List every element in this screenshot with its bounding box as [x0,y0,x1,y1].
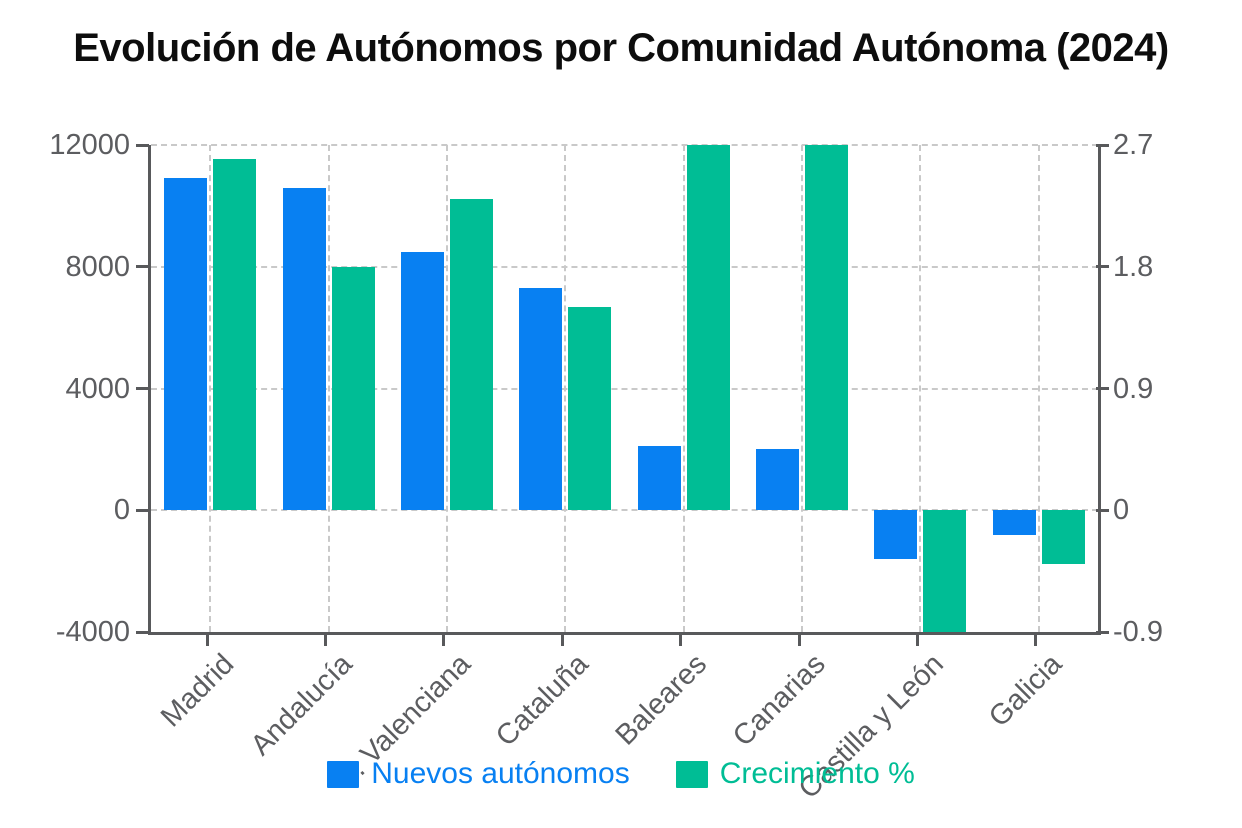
y-tick-mark-left [136,508,149,512]
legend-label: Crecimiento % [719,757,915,790]
x-tick-label: Cataluña [490,648,595,753]
bar-nuevos-castilla-y-le-n [874,510,918,559]
y-tick-label-left: 0 [113,494,130,527]
y-tick-mark-right [1096,508,1109,512]
y-tick-mark-left [136,387,149,390]
y-tick-label-right: 1.8 [1113,250,1154,283]
y-tick-mark-right [1096,387,1109,390]
x-tick-label: Baleares [609,648,714,752]
gridline-vertical [209,145,212,632]
bar-crecimiento-c-valenciana [449,199,493,511]
gridline-vertical [445,145,448,632]
x-tick-mark [205,635,209,646]
legend-item-nuevos-autonomos[interactable]: Nuevos autónomos [327,757,630,791]
bar-nuevos-baleares [637,446,681,511]
x-tick-mark [324,635,328,646]
y-tick-label-left: 8000 [65,250,130,283]
x-tick-mark [797,635,801,646]
x-tick-mark [442,635,446,646]
bar-crecimiento-andaluc-a [331,266,375,511]
y-tick-label-right: 0 [1113,494,1130,527]
y-tick-label-right: -0.9 [1113,616,1163,648]
bar-crecimiento-madrid [213,158,257,511]
gridline-vertical [801,145,804,632]
y-tick-label-right: 0.9 [1113,372,1154,405]
bar-crecimiento-canarias [805,145,849,511]
y-tick-label-right: 2.7 [1113,129,1154,161]
plot-area [148,144,1101,635]
bar-crecimiento-galicia [1041,510,1085,565]
bar-crecimiento-catalu-a [568,307,612,511]
gridline-horizontal [151,265,1098,268]
legend-label: Nuevos autónomos [371,757,630,790]
x-tick-label: Canarias [726,648,832,753]
y-tick-mark-right [1096,143,1109,147]
gridline-vertical [682,145,685,632]
x-tick-label: Madrid [154,648,240,734]
y-tick-mark-left [136,630,149,634]
y-tick-label-left: 12000 [49,129,130,161]
y-axis-right: 2.7 1.8 0.9 0 -0.9 [1113,129,1238,648]
x-tick-mark [1034,635,1038,646]
y-axis-left: 12000 8000 4000 0 -4000 [0,129,130,648]
x-tick-mark [560,635,564,646]
legend-swatch-crecimiento [675,760,708,788]
legend: Nuevos autónomos Crecimiento % [0,757,1242,791]
gridline-horizontal [151,144,1098,146]
bar-nuevos-galicia [992,510,1036,535]
legend-item-crecimiento[interactable]: Crecimiento % [675,757,915,791]
gridline-vertical [1037,145,1040,632]
y-tick-mark-left [136,265,149,269]
bar-nuevos-madrid [164,178,208,511]
legend-swatch-nuevos-autonomos [327,760,360,788]
gridline-horizontal [151,387,1098,390]
gridline-vertical [327,145,330,632]
chart-title: Evolución de Autónomos por Comunidad Aut… [73,26,1169,70]
x-tick-label: Galicia [983,648,1069,734]
x-tick-mark [915,635,919,646]
gridline-vertical [919,145,922,632]
bar-nuevos-andaluc-a [282,187,326,511]
x-tick-mark [679,635,683,646]
bar-nuevos-c-valenciana [400,251,444,511]
bar-crecimiento-castilla-y-le-n [923,510,967,632]
bar-nuevos-catalu-a [519,288,563,511]
bar-crecimiento-baleares [686,145,730,511]
bar-nuevos-canarias [756,449,800,511]
gridline-horizontal [151,509,1098,512]
y-tick-label-left: -4000 [55,616,130,648]
gridline-vertical [564,145,567,632]
y-tick-mark-left [136,143,149,147]
x-tick-label: Andalucía [244,648,359,762]
y-tick-mark-right [1096,265,1109,269]
y-tick-label-left: 4000 [65,372,130,405]
y-tick-mark-right [1096,630,1109,634]
